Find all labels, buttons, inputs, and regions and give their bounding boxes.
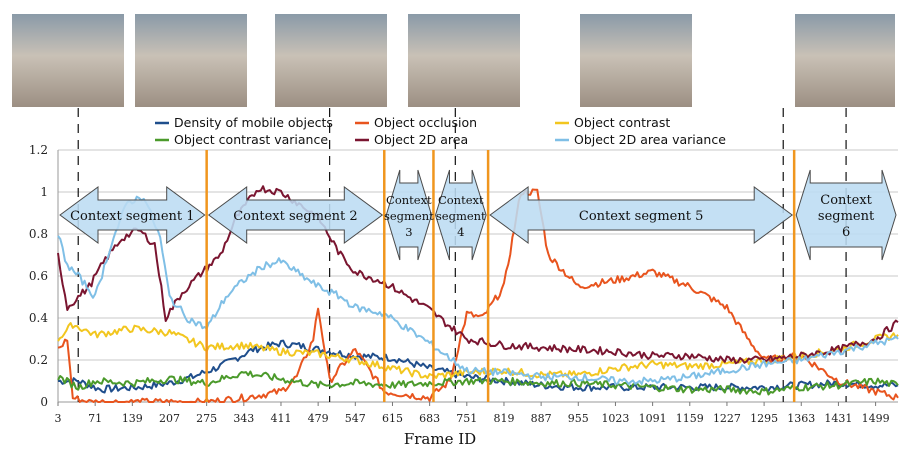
x-tick-label: 411 bbox=[270, 412, 291, 425]
legend-entry: Object contrast bbox=[574, 115, 670, 130]
x-tick-label: 1023 bbox=[601, 412, 629, 425]
y-axis: 0 0.2 0.4 0.6 0.8 1 1.2 bbox=[29, 143, 48, 409]
x-axis: 3 71 139 207 275 343 411 479 547 615 683 751 819 887 9… bbox=[55, 402, 890, 425]
x-tick-label: 1431 bbox=[824, 412, 852, 425]
legend: Density of mobile objects Object occlusio… bbox=[155, 115, 726, 147]
legend-entry: Object 2D area variance bbox=[574, 132, 726, 147]
context-segment-arrow bbox=[489, 186, 794, 244]
series-line bbox=[57, 195, 899, 386]
x-tick-label: 343 bbox=[233, 412, 254, 425]
context-segment-arrow bbox=[385, 169, 433, 261]
video-thumbnail bbox=[12, 14, 124, 107]
context-segments: Context segment 1 Context segment 2 Contex… bbox=[59, 169, 897, 261]
y-tick-label: 0.4 bbox=[29, 311, 48, 325]
y-tick-label: 0.6 bbox=[29, 269, 48, 283]
series-line bbox=[57, 370, 899, 396]
video-thumbnail bbox=[135, 14, 247, 107]
x-axis-label: Frame ID bbox=[404, 430, 476, 448]
x-tick-label: 887 bbox=[531, 412, 552, 425]
context-segment-label: Context bbox=[386, 193, 432, 207]
context-segment-label: 4 bbox=[457, 225, 464, 239]
y-tick-label: 0 bbox=[40, 395, 48, 409]
context-segment-label: Context bbox=[438, 193, 484, 207]
context-segment-label: 3 bbox=[405, 225, 412, 239]
context-segment-arrow bbox=[434, 169, 487, 261]
video-thumbnail bbox=[408, 14, 520, 107]
y-tick-label: 1.2 bbox=[29, 143, 48, 157]
camera-frame-markers bbox=[77, 108, 847, 402]
context-segment-label: segment bbox=[818, 209, 875, 224]
y-tick-label: 1 bbox=[40, 185, 48, 199]
x-tick-label: 1499 bbox=[862, 412, 890, 425]
context-segment-arrow bbox=[59, 186, 206, 244]
x-tick-label: 955 bbox=[568, 412, 589, 425]
series-line bbox=[57, 339, 899, 394]
video-thumbnail bbox=[795, 14, 895, 107]
legend-entry: Object contrast variance bbox=[174, 132, 328, 147]
context-segment-label: Context bbox=[820, 193, 872, 208]
legend-entry: Object 2D area bbox=[374, 132, 468, 147]
x-tick-label: 3 bbox=[55, 412, 62, 425]
x-tick-label: 683 bbox=[419, 412, 440, 425]
series-line bbox=[57, 188, 899, 403]
x-tick-label: 479 bbox=[308, 412, 329, 425]
segment-boundaries bbox=[205, 150, 796, 402]
y-tick-label: 0.8 bbox=[29, 227, 48, 241]
x-tick-label: 1159 bbox=[676, 412, 704, 425]
y-tick-label: 0.2 bbox=[29, 353, 48, 367]
x-tick-label: 1295 bbox=[750, 412, 778, 425]
x-tick-label: 615 bbox=[382, 412, 403, 425]
x-tick-label: 139 bbox=[122, 412, 143, 425]
x-tick-label: 1227 bbox=[713, 412, 741, 425]
context-segment-label: 6 bbox=[842, 225, 850, 240]
x-tick-label: 819 bbox=[493, 412, 514, 425]
x-tick-label: 207 bbox=[159, 412, 180, 425]
x-tick-label: 71 bbox=[88, 412, 102, 425]
video-thumbnail bbox=[275, 14, 387, 107]
x-tick-label: 547 bbox=[345, 412, 366, 425]
x-tick-label: 1363 bbox=[787, 412, 815, 425]
data-series bbox=[57, 185, 899, 403]
legend-entry: Object occlusion bbox=[374, 115, 477, 130]
x-tick-label: 1091 bbox=[639, 412, 667, 425]
context-segment-label: segment bbox=[384, 209, 434, 223]
series-line bbox=[57, 185, 899, 365]
video-thumbnail bbox=[580, 14, 692, 107]
context-segment-label: segment bbox=[436, 209, 486, 223]
context-segment-arrow bbox=[795, 169, 897, 261]
context-segment-label: Context segment 2 bbox=[233, 209, 357, 224]
x-tick-label: 751 bbox=[456, 412, 477, 425]
context-segment-arrow bbox=[207, 186, 384, 244]
legend-entry: Density of mobile objects bbox=[174, 115, 333, 130]
context-segment-label: Context segment 1 bbox=[70, 209, 194, 224]
x-tick-label: 275 bbox=[196, 412, 217, 425]
context-segment-label: Context segment 5 bbox=[579, 209, 703, 224]
series-line bbox=[57, 322, 899, 380]
